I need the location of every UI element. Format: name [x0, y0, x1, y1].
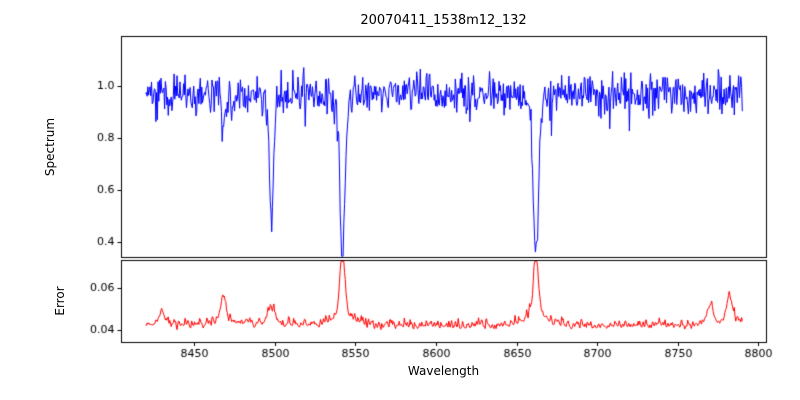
x-axis-label: Wavelength: [407, 364, 480, 378]
spectrum-y-axis-label: Spectrum: [43, 117, 57, 177]
error-y-axis-label: Error: [53, 286, 67, 316]
chart-title: 20070411_1538m12_132: [360, 13, 527, 28]
